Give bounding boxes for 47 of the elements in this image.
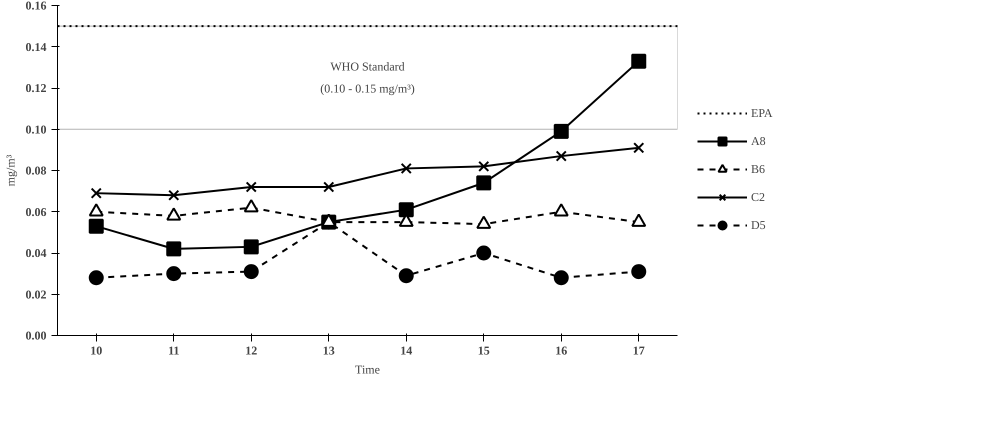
band-label: WHO Standard (0.10 - 0.15 mg/m³) (320, 60, 415, 96)
x-tick-label: 13 (322, 344, 335, 358)
y-tick-label: 0.10 (26, 122, 46, 136)
point (476, 175, 492, 190)
x-axis-title: Time (355, 362, 380, 376)
point (88, 270, 104, 286)
point (556, 150, 567, 162)
point (478, 160, 490, 172)
x-tick-label: 12 (245, 344, 258, 358)
point (631, 54, 646, 69)
y-tick-label: 0.02 (26, 287, 46, 302)
point (633, 142, 644, 154)
point (400, 162, 412, 174)
legend-label: EPA (751, 106, 773, 120)
legend-label: B6 (751, 162, 766, 176)
point (554, 124, 569, 139)
point (244, 264, 259, 280)
y-tick-label: 0.04 (26, 246, 46, 260)
point (88, 218, 104, 234)
point (90, 188, 102, 199)
point (168, 190, 180, 201)
x-tick-label: 16 (555, 344, 568, 358)
legend-label: D5 (751, 218, 767, 232)
y-tick-label: 0.08 (26, 164, 46, 178)
x-tick-label: 15 (478, 344, 490, 358)
x-tick-label: 14 (400, 344, 412, 358)
y-tick-label: 0.12 (26, 81, 46, 95)
point (398, 268, 414, 284)
legend-label: A8 (751, 134, 767, 148)
y-tick-label: 0.16 (26, 0, 46, 12)
y-tick-label: 0.00 (26, 328, 46, 342)
point (166, 266, 182, 282)
y-tick-label: 0.14 (26, 40, 46, 54)
point (244, 239, 259, 254)
point (476, 246, 492, 260)
y-axis-title: mg/m³ (4, 154, 18, 186)
point (246, 181, 257, 193)
point (631, 264, 646, 280)
point (398, 202, 414, 218)
point (166, 241, 182, 256)
x-tick-label: 17 (632, 344, 645, 358)
x-tick-label: 10 (90, 344, 102, 358)
x-tick-label: 11 (168, 344, 180, 358)
point (323, 181, 334, 193)
point (554, 270, 569, 286)
y-tick-label: 0.06 (26, 204, 46, 219)
legend-label: C2 (751, 190, 766, 204)
